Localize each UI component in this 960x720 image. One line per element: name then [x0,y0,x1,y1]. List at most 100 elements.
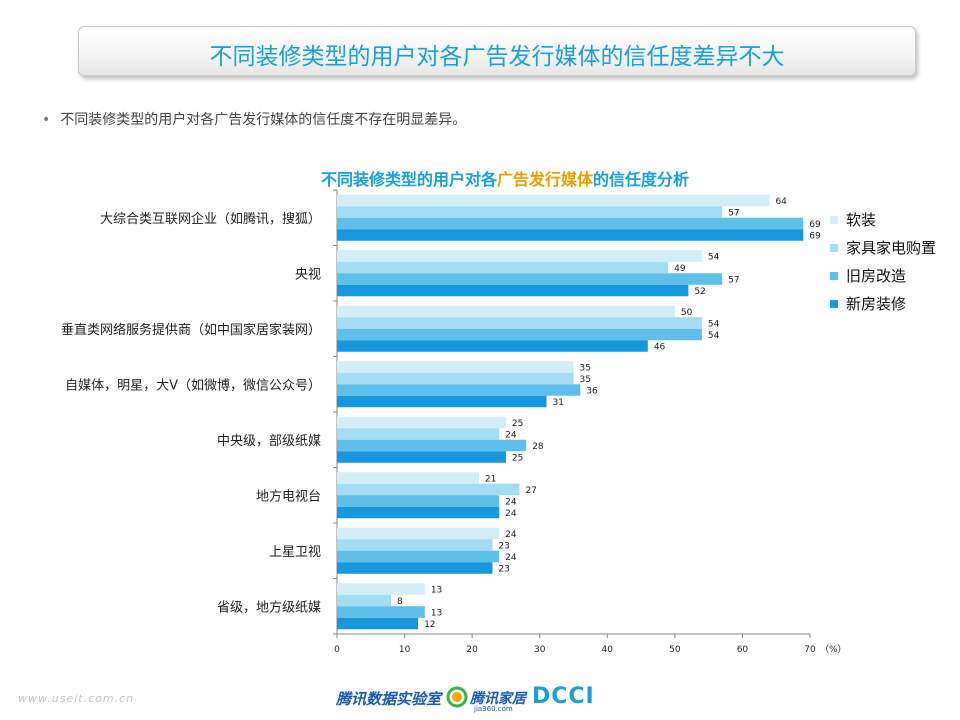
bar [337,483,520,496]
page-title: 不同装修类型的用户对各广告发行媒体的信任度差异不大 [209,44,785,70]
data-label: 25 [512,454,523,464]
bar [337,472,479,484]
data-label: 8 [397,597,403,607]
x-tick-label: 40 [602,645,614,655]
data-label: 23 [498,565,509,575]
legend-swatch [830,272,838,280]
data-label: 24 [505,553,517,563]
data-label: 64 [775,197,787,207]
bar [337,562,493,574]
data-label: 28 [532,442,544,452]
bar [337,273,723,285]
title-box: 不同装修类型的用户对各广告发行媒体的信任度差异不大 [78,26,916,76]
data-label: 35 [580,375,591,385]
footer-url: www.useit.com.cn [18,692,135,705]
legend-label: 家具家电购置 [846,239,936,257]
category-label: 大综合类互联网企业（如腾讯，搜狐） [100,211,321,227]
bar [337,617,419,630]
category-label: 自媒体，明星，大V（如微博，微信公众号） [65,377,321,393]
x-tick-label: 20 [466,645,478,655]
bar [337,395,547,408]
data-label: 13 [431,586,442,596]
legend-swatch [830,244,838,252]
bar [337,194,770,207]
bar [337,539,493,551]
bar [337,606,425,618]
data-label: 50 [681,308,693,318]
bullet-text: 不同装修类型的用户对各广告发行媒体的信任度不存在明显差异。 [60,112,467,128]
data-label: 24 [505,509,517,519]
bar [337,428,500,440]
bar [337,328,702,341]
data-label: 54 [708,320,720,330]
data-label: 52 [694,287,705,297]
category-label: 央视 [295,267,321,282]
data-label: 46 [654,343,666,353]
data-label: 27 [525,486,536,496]
category-label: 上星卫视 [269,545,321,560]
bar [337,284,689,297]
data-label: 24 [505,530,517,540]
chart-title-part-3: 的信任度分析 [593,170,690,189]
x-tick-label: 50 [669,645,681,655]
data-label: 23 [498,542,509,552]
data-label: 35 [580,364,591,374]
tencent-jiaju-logo-icon [446,686,468,708]
category-label: 垂直类网络服务提供商（如中国家居家装网） [61,322,321,338]
data-label: 12 [424,620,435,630]
data-label: 31 [552,398,563,408]
bar [337,416,506,429]
legend-swatch [830,216,838,224]
tencent-jiaju-logo: 腾讯家居 [470,691,526,707]
bar [337,340,648,352]
legend-label: 软装 [846,211,876,229]
data-label: 69 [809,220,821,230]
chart-title: 不同装修类型的用户对各广告发行媒体的信任度分析 [230,166,780,190]
data-label: 13 [431,609,442,619]
bar [337,372,574,385]
bar [337,229,804,241]
bar [337,594,392,607]
bar [337,261,669,274]
bar [337,495,500,507]
legend-label: 新房装修 [846,295,906,313]
x-tick-label: 70 [804,645,816,655]
category-label: 中央级，部级纸媒 [217,434,321,449]
bar [337,583,425,595]
chart-title-highlight: 广告发行媒体 [496,170,593,189]
data-label: 25 [512,419,523,429]
bar [337,361,574,373]
bullet-dot: • [42,112,51,128]
bar [337,384,581,396]
data-label: 21 [485,475,496,485]
data-label: 24 [505,498,517,508]
legend-label: 旧房改造 [846,267,906,285]
bullet-point: • 不同装修类型的用户对各广告发行媒体的信任度不存在明显差异。 [42,109,466,129]
category-label: 地方电视台 [256,488,321,504]
category-label: 省级，地方级纸媒 [217,599,321,615]
tencent-data-lab-logo: 腾讯数据实验室 [336,690,442,708]
bar [337,550,500,563]
dcci-logo: DCCI [532,684,595,709]
x-tick-label: 60 [737,645,749,655]
x-tick-label: 10 [399,645,411,655]
chart-title-part-1: 不同装修类型的用户对各 [320,170,497,189]
legend-swatch [830,300,838,308]
data-label: 69 [809,232,821,242]
data-label: 54 [708,331,720,341]
bar [337,506,500,519]
x-tick-label: 0 [334,645,340,655]
bar [337,206,723,218]
data-label: 54 [708,253,720,263]
x-tick-label: 30 [534,645,546,655]
bar [337,527,500,540]
bar [337,305,675,318]
data-label: 49 [674,264,686,274]
data-label: 57 [728,276,739,286]
bar [337,439,527,452]
data-label: 24 [505,431,517,441]
data-label: 36 [586,387,598,397]
unit-label: （%） [820,644,847,655]
tencent-jiaju-domain: jia360.com [474,705,513,713]
